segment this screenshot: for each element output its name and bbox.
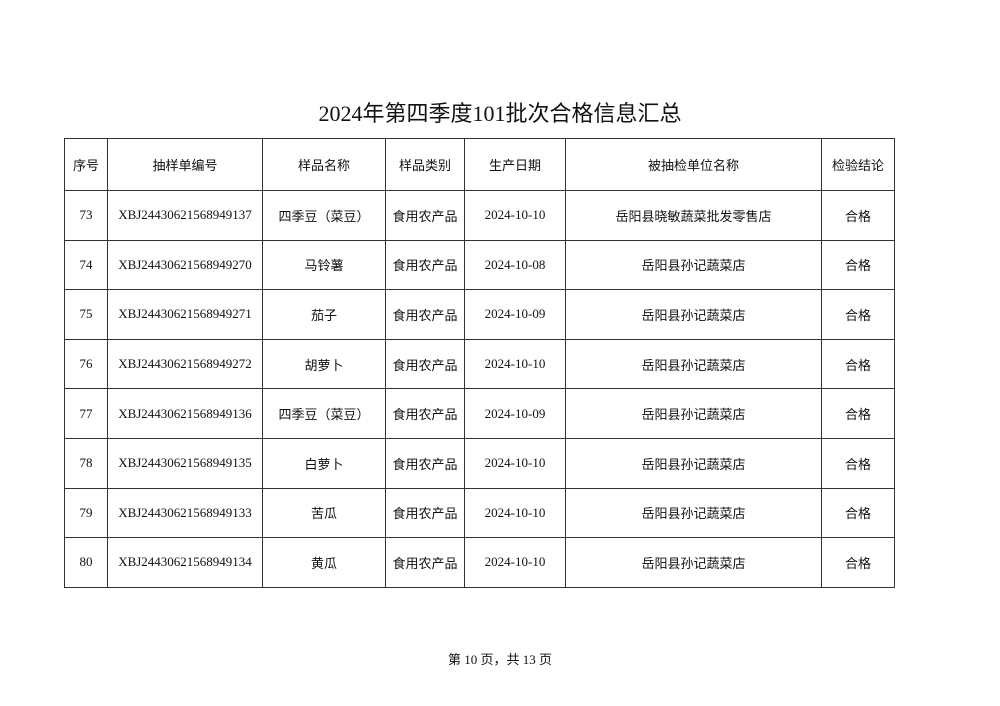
table-cell: 岳阳县孙记蔬菜店	[565, 338, 822, 390]
column-header: 序号	[64, 138, 108, 191]
column-header: 检验结论	[821, 138, 895, 191]
table-row: 74 XBJ24430621568949270 马铃薯 食用农产品 2024-10-08…	[64, 239, 895, 291]
table-cell: 合格	[821, 487, 895, 539]
table-cell: XBJ24430621568949137	[107, 190, 263, 241]
table-cell: 食用农产品	[385, 239, 465, 291]
page-footer: 第 10 页，共 13 页	[447, 652, 552, 667]
table-cell: 岳阳县晓敏蔬菜批发零售店	[565, 190, 822, 241]
table-cell: 合格	[821, 388, 895, 439]
table-cell: XBJ24430621568949271	[107, 289, 263, 340]
table-cell: 岳阳县孙记蔬菜店	[565, 239, 822, 291]
table-cell: 2024-10-08	[464, 239, 566, 291]
column-header: 生产日期	[464, 138, 566, 191]
table-cell: 2024-10-10	[464, 338, 566, 390]
table-cell: XBJ24430621568949135	[107, 437, 263, 489]
table-cell: XBJ24430621568949272	[107, 338, 263, 390]
table-cell: XBJ24430621568949133	[107, 487, 263, 539]
table-cell: 80	[64, 537, 108, 588]
table-cell: XBJ24430621568949134	[107, 537, 263, 588]
table-row: 78 XBJ24430621568949135 白萝卜 食用农产品 2024-10-10…	[64, 437, 895, 489]
table-cell: 岳阳县孙记蔬菜店	[565, 437, 822, 489]
column-header: 被抽检单位名称	[565, 138, 822, 191]
table-row: 73 XBJ24430621568949137 四季豆（菜豆） 食用农产品 2024-1…	[64, 190, 895, 241]
table-cell: 77	[64, 388, 108, 439]
table-row: 76 XBJ24430621568949272 胡萝卜 食用农产品 2024-10-10…	[64, 338, 895, 390]
table-cell: 73	[64, 190, 108, 241]
table-cell: 2024-10-10	[464, 437, 566, 489]
table-cell: 74	[64, 239, 108, 291]
table-cell: 白萝卜	[262, 437, 386, 489]
table-cell: 岳阳县孙记蔬菜店	[565, 388, 822, 439]
table-cell: 合格	[821, 437, 895, 489]
qualified-batch-table: 序号 抽样单编号 样品名称 样品类别 生产日期 被抽检单位名称 检验结论 73 XBJ2443…	[64, 138, 895, 588]
table-cell: 马铃薯	[262, 239, 386, 291]
table-cell: 胡萝卜	[262, 338, 386, 390]
table-cell: 食用农产品	[385, 388, 465, 439]
table-cell: 2024-10-10	[464, 487, 566, 539]
table-row: 80 XBJ24430621568949134 黄瓜 食用农产品 2024-10-10 岳…	[64, 537, 895, 588]
table-cell: 食用农产品	[385, 289, 465, 340]
column-header: 样品名称	[262, 138, 386, 191]
table-header-row: 序号 抽样单编号 样品名称 样品类别 生产日期 被抽检单位名称 检验结论	[64, 138, 895, 191]
table-cell: 79	[64, 487, 108, 539]
table-cell: 76	[64, 338, 108, 390]
column-header: 样品类别	[385, 138, 465, 191]
table-cell: 75	[64, 289, 108, 340]
table-cell: 合格	[821, 289, 895, 340]
table-cell: 2024-10-09	[464, 289, 566, 340]
table-cell: 合格	[821, 338, 895, 390]
table-cell: 四季豆（菜豆）	[262, 190, 386, 241]
table-cell: 岳阳县孙记蔬菜店	[565, 289, 822, 340]
table-row: 79 XBJ24430621568949133 苦瓜 食用农产品 2024-10-10 岳…	[64, 487, 895, 539]
table-cell: 2024-10-10	[464, 190, 566, 241]
table-row: 77 XBJ24430621568949136 四季豆（菜豆） 食用农产品 2024-1…	[64, 388, 895, 439]
table-cell: 食用农产品	[385, 190, 465, 241]
table-cell: 苦瓜	[262, 487, 386, 539]
table-cell: 2024-10-10	[464, 537, 566, 588]
column-header: 抽样单编号	[107, 138, 263, 191]
table-cell: 岳阳县孙记蔬菜店	[565, 487, 822, 539]
table-cell: 茄子	[262, 289, 386, 340]
table-cell: 合格	[821, 239, 895, 291]
table-cell: 黄瓜	[262, 537, 386, 588]
table-cell: 食用农产品	[385, 537, 465, 588]
table-cell: 食用农产品	[385, 437, 465, 489]
table-row: 75 XBJ24430621568949271 茄子 食用农产品 2024-10-09 岳…	[64, 289, 895, 340]
table-cell: 岳阳县孙记蔬菜店	[565, 537, 822, 588]
table-cell: 食用农产品	[385, 338, 465, 390]
table-cell: 78	[64, 437, 108, 489]
page-title: 2024年第四季度101批次合格信息汇总	[318, 101, 682, 126]
table-cell: XBJ24430621568949136	[107, 388, 263, 439]
table-cell: 食用农产品	[385, 487, 465, 539]
table-cell: 合格	[821, 537, 895, 588]
table-cell: 四季豆（菜豆）	[262, 388, 386, 439]
table-cell: 2024-10-09	[464, 388, 566, 439]
table-cell: XBJ24430621568949270	[107, 239, 263, 291]
table-cell: 合格	[821, 190, 895, 241]
